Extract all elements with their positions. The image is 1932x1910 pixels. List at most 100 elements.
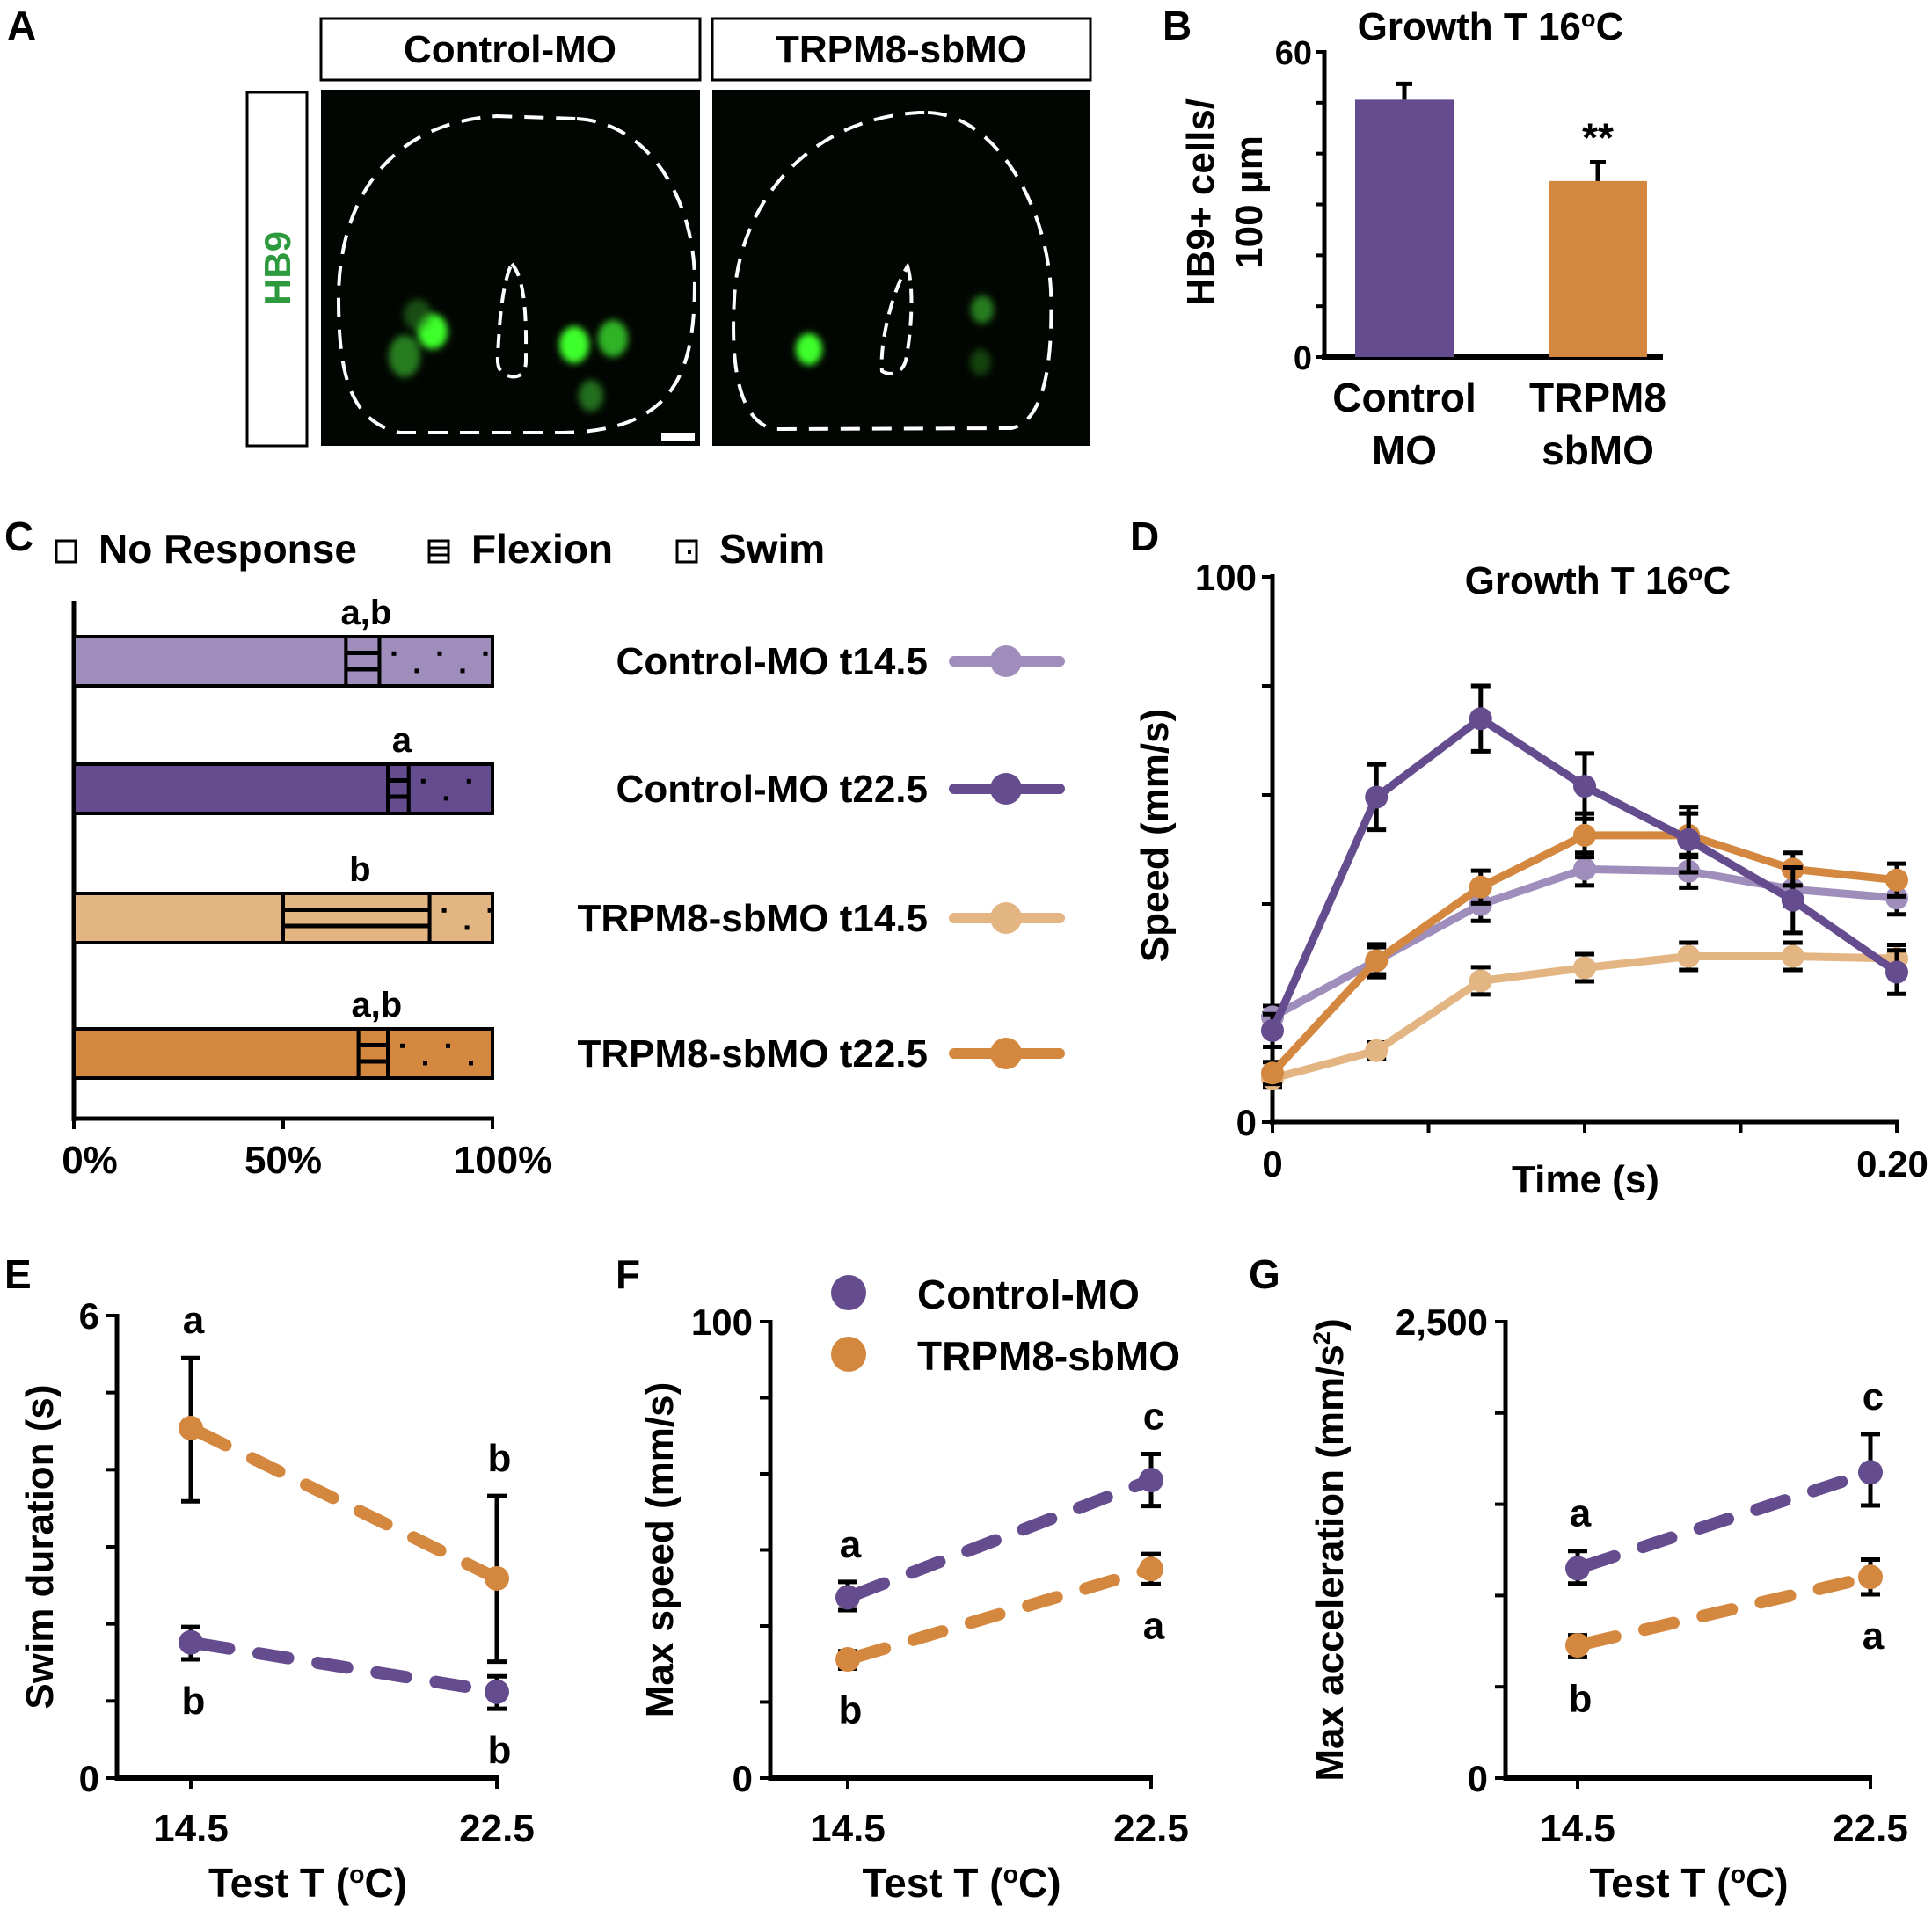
data-point-control_t14 xyxy=(1573,857,1596,881)
x-tick-label: 0.20 xyxy=(1856,1143,1928,1185)
panel-letter-d: D xyxy=(1130,514,1159,559)
bar-segment-no-response xyxy=(72,892,285,944)
significance-letters: b xyxy=(349,850,370,889)
x-axis-label: Test T (oC) xyxy=(862,1860,1061,1906)
significance-letter: b xyxy=(1569,1677,1593,1720)
swim-dot xyxy=(469,1061,473,1066)
swim-dot xyxy=(391,651,397,656)
legend-flexion: Flexion xyxy=(471,526,613,572)
x-tick-label: 14.5 xyxy=(810,1807,886,1850)
significance-letters: a xyxy=(392,721,412,760)
swim-dot xyxy=(466,778,471,784)
series-dashed-line-control_t22 xyxy=(842,1474,1157,1604)
header-box-control xyxy=(319,17,702,82)
x-tick-label: sbMO xyxy=(1542,427,1654,473)
swim-dot xyxy=(487,908,492,913)
bar-segment-no-response xyxy=(72,1027,361,1080)
y-tick-label: 0 xyxy=(733,1758,753,1799)
data-point-trpm8_t22 xyxy=(1858,1564,1883,1590)
data-point-control_t22 xyxy=(1469,707,1492,731)
y-tick-label: 2,500 xyxy=(1396,1301,1488,1343)
significance-marker: ** xyxy=(1582,114,1614,160)
row-label: Control-MO t14.5 xyxy=(616,640,928,683)
x-tick-label: 22.5 xyxy=(459,1807,535,1850)
swim-dot xyxy=(460,668,465,674)
data-point-trpm8_t22 xyxy=(1565,1633,1590,1658)
micrograph-trpm8-sbmo xyxy=(712,90,1090,446)
significance-letters: a,b xyxy=(351,986,402,1024)
spinal-cord-outline xyxy=(336,113,697,434)
panel-f: 0 100 14.5 22.5 Test T (oC) Max speed (mm/s) a… xyxy=(638,1272,1189,1906)
cell xyxy=(598,320,628,357)
legend-marker-0 xyxy=(990,645,1022,677)
swim-dot xyxy=(443,796,448,801)
cell xyxy=(404,299,432,331)
legend-marker-control-mo xyxy=(831,1275,866,1310)
chart-title: Growth T 16oC xyxy=(1358,4,1624,49)
legend-marker-1 xyxy=(990,773,1022,805)
bar-segment-swim xyxy=(386,1027,494,1080)
panel-a: Control-MO TRPM8-sbMO HB9 xyxy=(245,17,1092,448)
bar-segment-swim xyxy=(406,762,494,815)
canal-outline xyxy=(495,260,529,379)
data-point-control_t22 xyxy=(1885,960,1908,984)
data-point-control_t22 xyxy=(179,1629,203,1655)
significance-letters: a,b xyxy=(341,594,392,632)
y-tick-label: 60 xyxy=(1275,35,1312,72)
panel-d: Growth T 16oC 100 00 0.20 Time (s) Speed (mm/… xyxy=(1134,557,1928,1201)
legend-no-response-icon xyxy=(55,539,77,564)
y-axis-label: Swim duration (s) xyxy=(18,1384,62,1709)
significance-letter: a xyxy=(840,1523,862,1566)
bar-segment-no-response xyxy=(72,635,348,688)
data-point-trpm8_t14 xyxy=(1365,1039,1389,1062)
data-point-trpm8_t22 xyxy=(835,1647,860,1673)
data-point-control_t22 xyxy=(1781,888,1804,912)
legend-swim-icon xyxy=(675,539,698,564)
row-label-hb9: HB9 xyxy=(257,231,298,305)
panel-letter-e: E xyxy=(4,1251,32,1297)
legend-marker-trpm8-sbmo xyxy=(831,1337,866,1372)
data-point-trpm8_t14 xyxy=(1573,956,1596,980)
legend-no-response: No Response xyxy=(98,526,357,572)
significance-letter: c xyxy=(1863,1375,1884,1418)
swim-dot xyxy=(423,1061,427,1066)
bar-0 xyxy=(1355,99,1454,357)
x-tick-label: MO xyxy=(1372,427,1437,473)
series-dashed-line-control_t22 xyxy=(1571,1466,1877,1575)
panel-letter-b: B xyxy=(1163,3,1192,48)
y-tick-label: 0 xyxy=(1468,1758,1488,1799)
cell xyxy=(579,380,603,412)
spinal-cord-outline xyxy=(732,111,1053,432)
y-tick-label: 6 xyxy=(79,1295,99,1337)
series-dashed-line-trpm8_t22 xyxy=(185,1421,503,1585)
significance-letter: b xyxy=(839,1688,863,1731)
micrograph-control-mo xyxy=(321,90,700,446)
legend-marker-2 xyxy=(990,902,1022,934)
significance-letter: b xyxy=(182,1680,206,1723)
legend-trpm8-sbmo: TRPM8-sbMO xyxy=(917,1333,1180,1379)
significance-letter: a xyxy=(1863,1615,1885,1658)
x-tick-label: 14.5 xyxy=(1540,1807,1615,1850)
series-dashed-line-trpm8_t22 xyxy=(842,1563,1157,1666)
series-dashed-line-trpm8_t22 xyxy=(1571,1571,1877,1652)
x-axis-label: Test T (oC) xyxy=(1589,1860,1788,1906)
y-tick-label: 0 xyxy=(1294,340,1312,377)
legend-swim: Swim xyxy=(719,526,825,572)
row-label-box xyxy=(245,91,309,448)
swim-dot xyxy=(400,1043,405,1048)
x-tick-label: 100% xyxy=(454,1139,553,1182)
cell xyxy=(971,295,994,324)
bar-1 xyxy=(1549,180,1647,357)
panel-letter-f: F xyxy=(616,1251,640,1297)
data-point-trpm8_t14 xyxy=(1677,944,1701,968)
canal-outline xyxy=(879,262,914,375)
swim-dot xyxy=(414,668,419,674)
x-tick-label: 22.5 xyxy=(1833,1807,1908,1850)
header-box-trpm8 xyxy=(711,17,1092,82)
data-point-trpm8_t14 xyxy=(1781,944,1804,968)
legend-control-mo: Control-MO xyxy=(917,1272,1140,1317)
y-tick-label: 0 xyxy=(1236,1102,1257,1143)
swim-dot xyxy=(688,550,691,554)
